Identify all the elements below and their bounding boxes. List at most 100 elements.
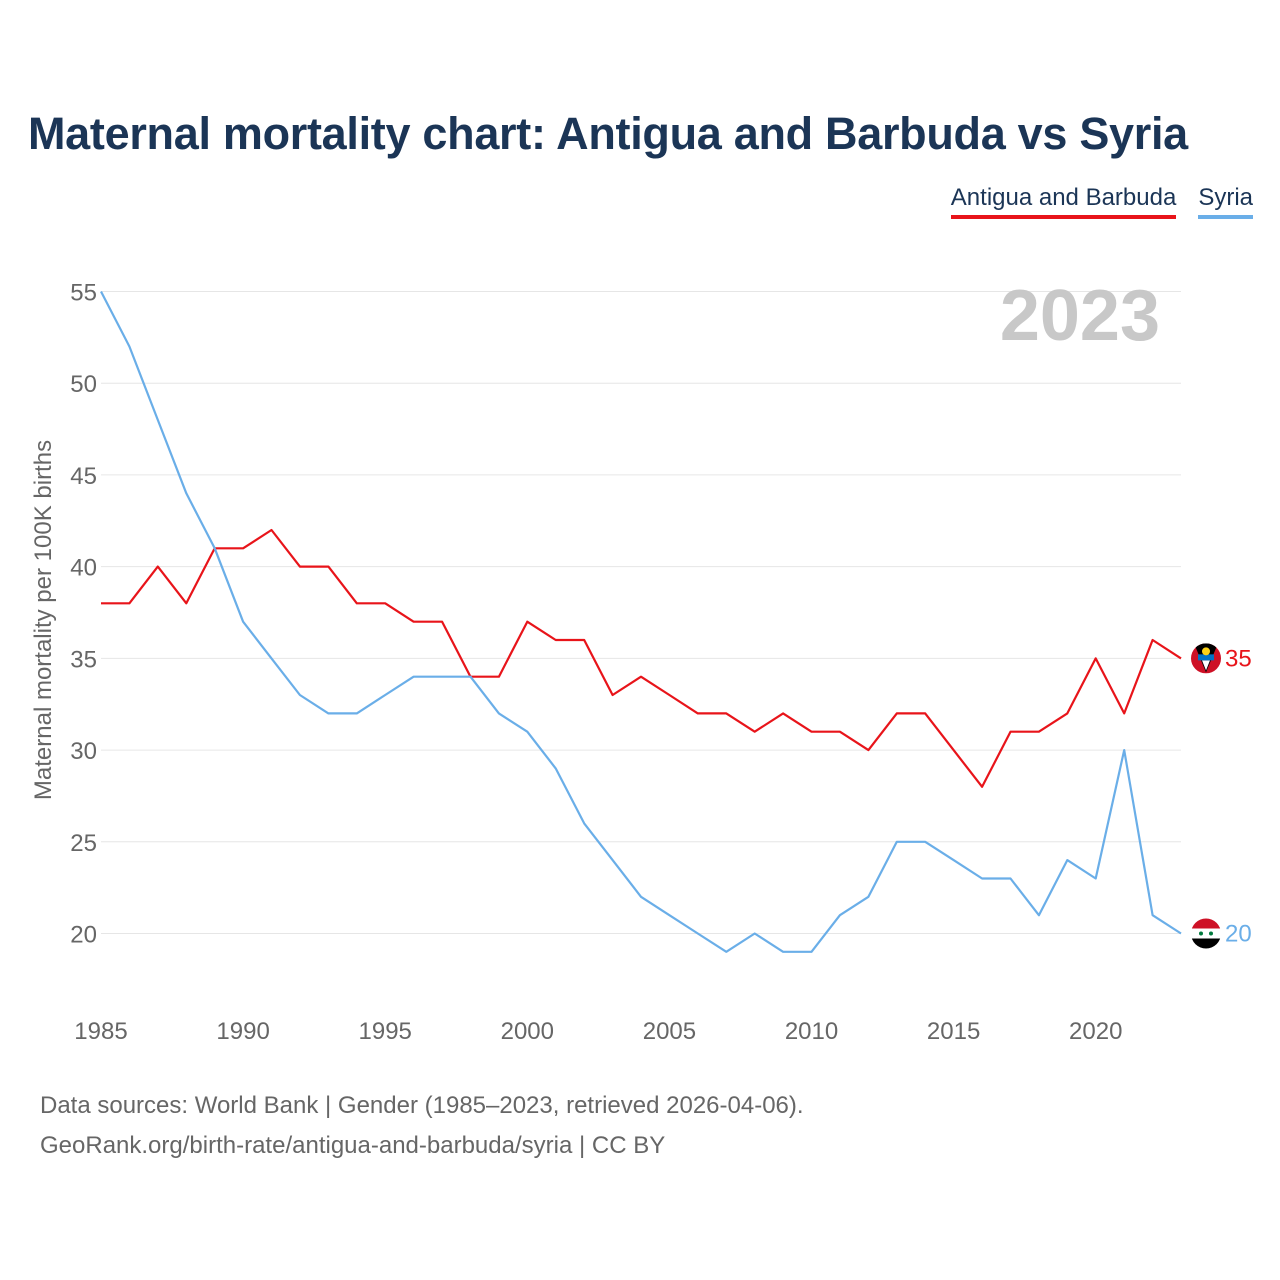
data-point-antigua-and-barbuda: [412, 620, 416, 624]
data-point-syria: [412, 675, 416, 679]
data-point-syria: [611, 858, 615, 862]
data-point-syria: [326, 711, 330, 715]
data-point-antigua-and-barbuda: [355, 601, 359, 605]
legend: Antigua and Barbuda Syria: [950, 184, 1253, 219]
x-tick-label: 2015: [927, 1018, 980, 1045]
data-point-antigua-and-barbuda: [781, 711, 785, 715]
source-note: Data sources: World Bank | Gender (1985–…: [40, 1086, 804, 1166]
x-tick-label: 1990: [216, 1018, 269, 1045]
data-point-antigua-and-barbuda: [1151, 638, 1155, 642]
data-point-syria: [440, 675, 444, 679]
data-point-antigua-and-barbuda: [838, 730, 842, 734]
data-point-antigua-and-barbuda: [696, 711, 700, 715]
data-point-antigua-and-barbuda: [810, 730, 814, 734]
y-tick-label: 20: [70, 922, 97, 949]
legend-item-antigua-and-barbuda[interactable]: Antigua and Barbuda: [950, 184, 1177, 219]
data-point-syria: [1037, 913, 1041, 917]
data-point-antigua-and-barbuda: [667, 693, 671, 697]
y-tick-label: 55: [70, 280, 97, 307]
data-point-antigua-and-barbuda: [326, 565, 330, 569]
data-point-syria: [696, 932, 700, 936]
data-point-syria: [270, 656, 274, 660]
data-point-syria: [497, 711, 501, 715]
data-point-syria: [895, 840, 899, 844]
data-point-antigua-and-barbuda: [99, 601, 103, 605]
data-point-syria: [810, 950, 814, 954]
data-point-antigua-and-barbuda: [127, 601, 131, 605]
data-point-syria: [1179, 932, 1183, 936]
data-point-syria: [667, 913, 671, 917]
data-point-antigua-and-barbuda: [184, 601, 188, 605]
data-point-antigua-and-barbuda: [1008, 730, 1012, 734]
y-tick-label: 35: [70, 646, 97, 673]
data-point-antigua-and-barbuda: [440, 620, 444, 624]
data-point-syria: [156, 418, 160, 422]
data-point-antigua-and-barbuda: [1094, 656, 1098, 660]
data-point-antigua-and-barbuda: [1037, 730, 1041, 734]
data-point-syria: [468, 675, 472, 679]
data-point-syria: [355, 711, 359, 715]
data-point-syria: [525, 730, 529, 734]
y-tick-label: 30: [70, 738, 97, 765]
data-point-syria: [383, 693, 387, 697]
end-value-label: 20: [1225, 921, 1252, 948]
x-tick-label: 2010: [785, 1018, 838, 1045]
data-point-syria: [724, 950, 728, 954]
data-point-antigua-and-barbuda: [582, 638, 586, 642]
data-point-antigua-and-barbuda: [383, 601, 387, 605]
data-point-syria: [639, 895, 643, 899]
data-point-syria: [1151, 913, 1155, 917]
data-point-antigua-and-barbuda: [298, 565, 302, 569]
data-point-syria: [1094, 876, 1098, 880]
data-point-antigua-and-barbuda: [895, 711, 899, 715]
data-point-syria: [923, 840, 927, 844]
data-point-syria: [952, 858, 956, 862]
x-tick-label: 2000: [501, 1018, 554, 1045]
antigua-and-barbuda-flag-icon: [1191, 643, 1221, 674]
data-point-antigua-and-barbuda: [241, 546, 245, 550]
data-point-syria: [1122, 748, 1126, 752]
x-tick-label: 2005: [643, 1018, 696, 1045]
data-point-antigua-and-barbuda: [724, 711, 728, 715]
series-line-syria: [100, 290, 1182, 953]
data-point-syria: [184, 491, 188, 495]
data-point-antigua-and-barbuda: [952, 748, 956, 752]
data-point-antigua-and-barbuda: [611, 693, 615, 697]
data-point-antigua-and-barbuda: [923, 711, 927, 715]
data-point-syria: [99, 290, 103, 294]
data-point-syria: [1008, 876, 1012, 880]
y-tick-label: 40: [70, 555, 97, 582]
y-tick-label: 45: [70, 463, 97, 490]
data-point-syria: [866, 895, 870, 899]
series-line-antigua-and-barbuda: [101, 528, 1182, 788]
year-badge: 2023: [1000, 276, 1160, 356]
source-line-2[interactable]: GeoRank.org/birth-rate/antigua-and-barbu…: [40, 1132, 666, 1159]
data-point-antigua-and-barbuda: [1065, 711, 1069, 715]
data-point-syria: [554, 766, 558, 770]
data-point-syria: [781, 950, 785, 954]
end-value-label: 35: [1225, 645, 1252, 672]
y-axis-label: Maternal mortality per 100K births: [30, 440, 57, 800]
data-point-antigua-and-barbuda: [156, 565, 160, 569]
data-point-syria: [298, 693, 302, 697]
y-tick-label: 50: [70, 371, 97, 398]
data-point-syria: [582, 821, 586, 825]
data-point-antigua-and-barbuda: [980, 785, 984, 789]
x-tick-label: 2020: [1069, 1018, 1122, 1045]
data-point-syria: [213, 546, 217, 550]
x-tick-label: 1985: [74, 1018, 127, 1045]
data-point-antigua-and-barbuda: [525, 620, 529, 624]
data-point-antigua-and-barbuda: [554, 638, 558, 642]
data-point-syria: [241, 620, 245, 624]
data-point-antigua-and-barbuda: [866, 748, 870, 752]
data-point-antigua-and-barbuda: [753, 730, 757, 734]
data-point-syria: [838, 913, 842, 917]
data-point-syria: [127, 345, 131, 349]
data-point-antigua-and-barbuda: [270, 528, 274, 532]
data-point-antigua-and-barbuda: [497, 675, 501, 679]
data-point-antigua-and-barbuda: [1179, 656, 1183, 660]
legend-item-syria[interactable]: Syria: [1198, 184, 1253, 219]
source-line-1: Data sources: World Bank | Gender (1985–…: [40, 1092, 804, 1119]
chart-title: Maternal mortality chart: Antigua and Ba…: [28, 108, 1188, 159]
